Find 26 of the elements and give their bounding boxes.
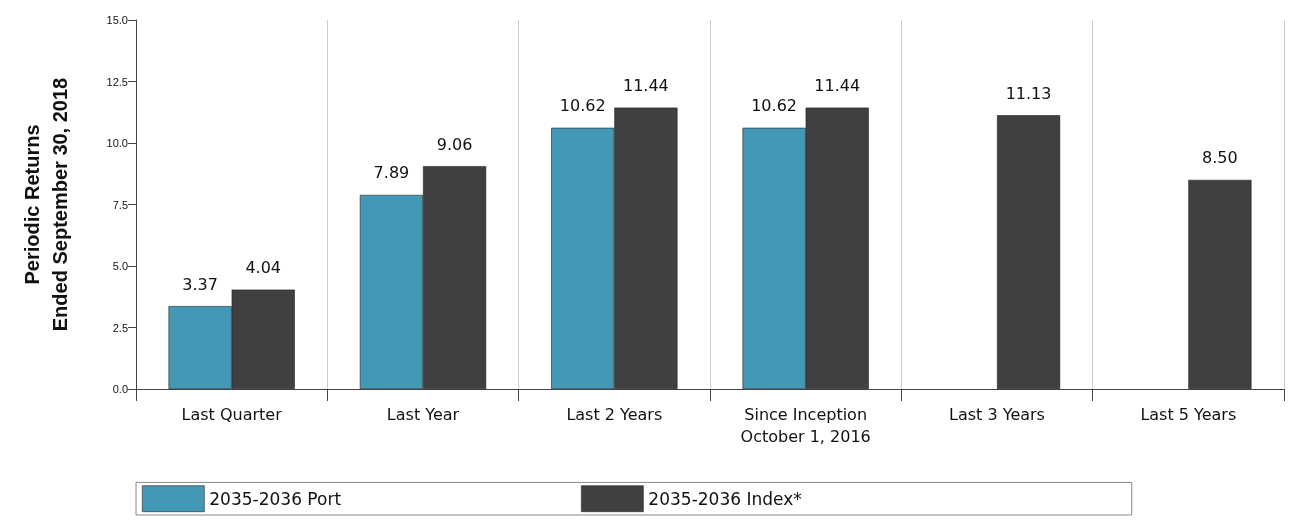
y-tick-label: 0.0 xyxy=(112,383,128,395)
data-label: 11.44 xyxy=(814,76,861,96)
y-tick-label: 5.0 xyxy=(112,260,128,272)
data-label: 3.37 xyxy=(182,274,218,294)
x-tick-label: Last 5 Years xyxy=(1140,404,1237,424)
data-label: 10.62 xyxy=(559,96,606,116)
x-tick-label: Last Quarter xyxy=(181,404,283,424)
data-label: 9.06 xyxy=(436,134,473,154)
data-label: 4.04 xyxy=(245,258,282,278)
y-tick-label: 12.5 xyxy=(106,75,128,88)
legend-label: 2035-2036 Index* xyxy=(648,488,802,509)
x-tick-label: Last 3 Years xyxy=(949,404,1045,424)
data-label: 10.62 xyxy=(751,96,797,116)
legend-label: 2035-2036 Port xyxy=(209,488,342,509)
data-label: 7.89 xyxy=(373,163,410,183)
data-label: 11.13 xyxy=(1005,83,1052,103)
y-axis-title: Periodic Returns Ended September 30, 2018 xyxy=(21,77,71,332)
x-tick-label: Last Year xyxy=(386,404,460,424)
x-tick-label: Since Inception October 1, 2016 xyxy=(740,404,871,446)
y-tick-label: 15.0 xyxy=(106,14,128,26)
y-tick-label: 2.5 xyxy=(112,321,128,334)
y-tick-label: 10.0 xyxy=(106,137,128,149)
x-tick-label: Last 2 Years xyxy=(566,404,663,424)
data-label: 8.50 xyxy=(1202,148,1238,168)
data-label: 11.44 xyxy=(623,76,669,96)
y-tick-label: 7.5 xyxy=(112,198,128,211)
